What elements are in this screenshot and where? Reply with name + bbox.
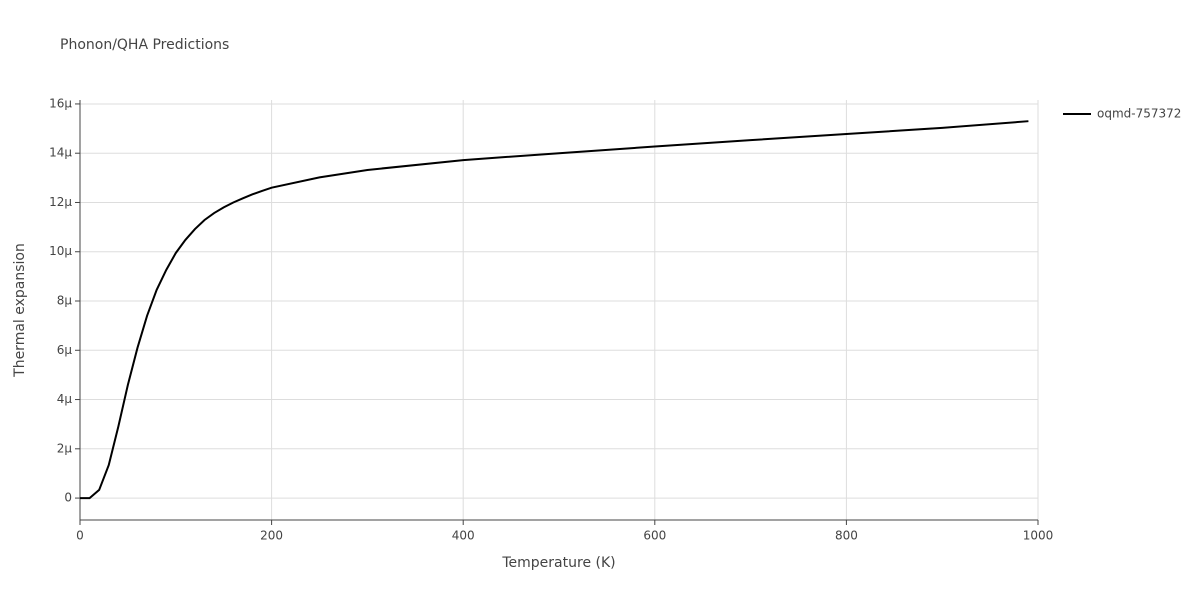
legend-label: oqmd-757372 bbox=[1097, 107, 1181, 121]
y-tick-label: 16µ bbox=[49, 96, 72, 110]
x-tick-label: 0 bbox=[76, 529, 84, 543]
x-tick-label: 800 bbox=[835, 529, 858, 543]
chart-title: Phonon/QHA Predictions bbox=[60, 37, 229, 53]
x-tick-label: 1000 bbox=[1023, 529, 1054, 543]
y-tick-label: 8µ bbox=[57, 294, 73, 308]
y-tick-label: 4µ bbox=[57, 392, 73, 406]
y-axis-title: Thermal expansion bbox=[12, 243, 28, 378]
y-tick-label: 2µ bbox=[57, 441, 73, 455]
y-tick-label: 6µ bbox=[57, 343, 73, 357]
x-tick-label: 600 bbox=[643, 529, 666, 543]
y-tick-label: 14µ bbox=[49, 146, 72, 160]
y-tick-label: 12µ bbox=[49, 195, 72, 209]
y-tick-label: 0 bbox=[64, 491, 72, 505]
line-series bbox=[80, 120, 1029, 500]
x-axis-title: Temperature (K) bbox=[501, 555, 615, 571]
x-tick-label: 400 bbox=[452, 529, 475, 543]
y-tick-label: 10µ bbox=[49, 244, 72, 258]
x-tick-label: 200 bbox=[260, 529, 283, 543]
